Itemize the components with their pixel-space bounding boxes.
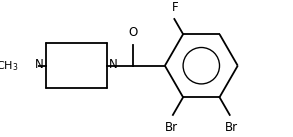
Text: N: N: [35, 58, 43, 71]
Text: N: N: [109, 58, 118, 71]
Text: CH$_3$: CH$_3$: [0, 59, 18, 73]
Text: O: O: [128, 26, 137, 39]
Text: Br: Br: [165, 121, 178, 134]
Text: Br: Br: [225, 121, 238, 134]
Text: F: F: [172, 1, 179, 14]
